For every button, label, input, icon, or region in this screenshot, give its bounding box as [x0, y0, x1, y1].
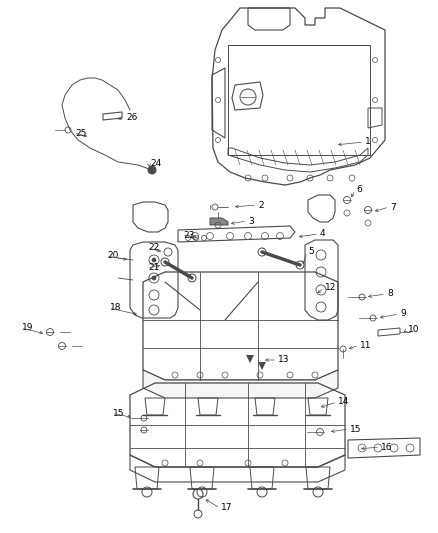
Text: 4: 4 — [320, 230, 325, 238]
Text: 12: 12 — [325, 284, 336, 293]
Text: 22: 22 — [148, 244, 159, 253]
Text: 5: 5 — [308, 247, 314, 256]
Text: 16: 16 — [381, 442, 392, 451]
Text: 1: 1 — [365, 138, 371, 147]
Text: 15: 15 — [113, 408, 124, 417]
Text: 26: 26 — [126, 112, 138, 122]
Polygon shape — [210, 218, 228, 225]
Circle shape — [148, 166, 156, 174]
Text: 24: 24 — [150, 159, 161, 168]
Text: 7: 7 — [390, 203, 396, 212]
Text: 23: 23 — [183, 230, 194, 239]
Text: 8: 8 — [387, 289, 393, 298]
Text: 17: 17 — [221, 504, 233, 513]
Text: 9: 9 — [400, 310, 406, 319]
Circle shape — [152, 258, 156, 262]
Polygon shape — [258, 362, 266, 370]
Text: 19: 19 — [22, 324, 33, 333]
Text: 11: 11 — [360, 341, 371, 350]
Circle shape — [152, 276, 156, 280]
Text: 25: 25 — [75, 128, 86, 138]
Polygon shape — [246, 355, 254, 363]
Text: 13: 13 — [278, 356, 290, 365]
Text: 18: 18 — [110, 303, 121, 312]
Text: 2: 2 — [258, 200, 264, 209]
Text: 6: 6 — [356, 185, 362, 195]
Text: 21: 21 — [148, 263, 159, 272]
Text: 3: 3 — [248, 216, 254, 225]
Text: 15: 15 — [350, 424, 361, 433]
Text: 20: 20 — [107, 252, 118, 261]
Polygon shape — [143, 370, 338, 398]
Text: 14: 14 — [338, 398, 350, 407]
Text: 10: 10 — [408, 326, 420, 335]
